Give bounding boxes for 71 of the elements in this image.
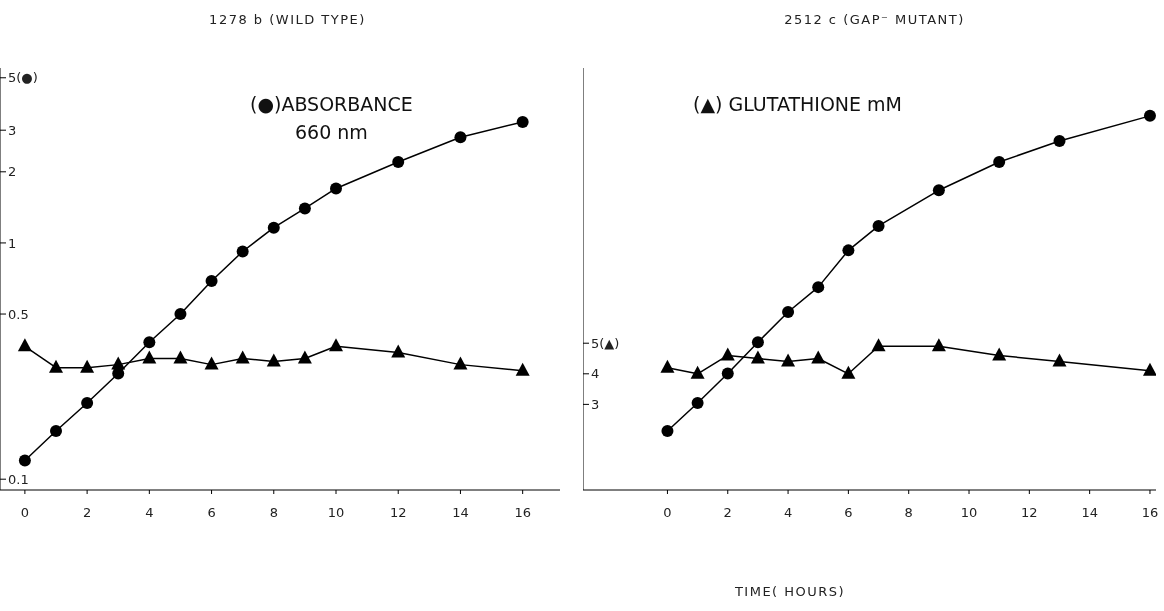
point: [111, 356, 126, 370]
y2-tick-label: 4: [591, 366, 600, 382]
chart-title: 1278 b (WILD TYPE): [208, 12, 367, 27]
y-tick-label: 5(●): [8, 70, 38, 86]
point: [330, 182, 342, 195]
y-tick-label: 3: [8, 122, 17, 138]
x-tick-label: 8: [269, 505, 278, 521]
point: [81, 397, 94, 410]
point: [235, 350, 250, 364]
annotation: (●)ABSORBANCE 660 nm: [250, 92, 413, 145]
x-tick-label: 2: [82, 505, 92, 521]
point: [17, 338, 32, 352]
x-tick-label: 4: [783, 505, 793, 521]
point: [236, 245, 249, 258]
point: [993, 156, 1006, 169]
point: [782, 306, 795, 319]
y-tick-label: 0.1: [8, 471, 29, 487]
point: [173, 350, 188, 364]
point: [329, 338, 343, 352]
point: [454, 131, 467, 144]
point: [266, 353, 281, 367]
x-tick-label: 0: [20, 505, 30, 521]
x-tick-label: 14: [452, 505, 469, 521]
y2-tick-label: 3: [591, 396, 600, 412]
x-tick-label: 10: [960, 505, 978, 521]
point: [391, 344, 406, 358]
chart-title: 2512 c (GAP⁻ MUTANT): [783, 12, 966, 27]
point: [297, 350, 312, 364]
y-tick-label: 2: [8, 164, 17, 180]
point: [267, 221, 280, 234]
point: [932, 184, 945, 197]
x-tick-label: 12: [1021, 505, 1038, 521]
x-tick-label: 4: [145, 505, 154, 521]
x-tick-label: 8: [904, 505, 913, 521]
point: [515, 362, 530, 376]
x-tick-label: 12: [389, 505, 407, 521]
point: [174, 308, 187, 321]
point: [49, 359, 63, 373]
point: [142, 350, 157, 364]
point: [661, 424, 674, 437]
x-tick-label: 16: [1141, 505, 1159, 521]
point: [453, 356, 468, 370]
point: [812, 281, 825, 294]
point: [721, 367, 734, 380]
x-tick-label: 6: [844, 505, 853, 521]
point: [80, 359, 95, 373]
x-tick-label: 2: [723, 505, 732, 521]
point: [18, 454, 31, 467]
y2-axis-title: (▲) GLUTATHIONE mM: [693, 92, 903, 117]
y2-tick-label: 5(▲): [591, 335, 620, 351]
point: [691, 397, 704, 410]
point: [50, 424, 62, 437]
point: [751, 336, 764, 349]
point: [392, 156, 405, 169]
x-tick-label: 6: [207, 505, 216, 521]
point: [516, 115, 529, 128]
point: [872, 219, 885, 232]
x-tick-label: 16: [514, 505, 531, 521]
point: [143, 336, 156, 349]
x-tick-label: 10: [327, 505, 345, 521]
point: [204, 356, 219, 370]
y-tick-label: 1: [8, 235, 17, 251]
point: [1053, 135, 1066, 148]
y-tick-label: 0.5: [8, 306, 29, 322]
point: [1143, 109, 1156, 122]
x-tick-label: 0: [663, 505, 672, 521]
point: [842, 244, 855, 257]
point: [205, 275, 218, 287]
point: [298, 202, 311, 215]
x-tick-label: 14: [1081, 505, 1098, 521]
x-axis-title: TIME( HOURS): [733, 584, 847, 599]
